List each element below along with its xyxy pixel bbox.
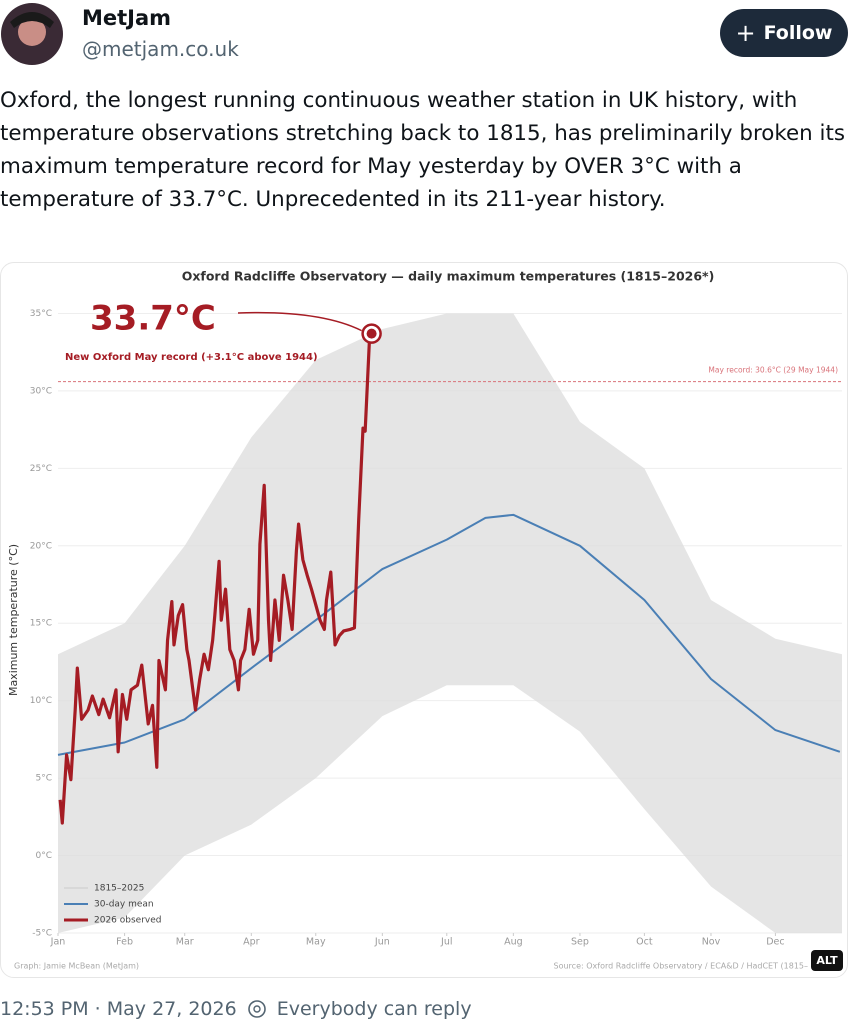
- y-tick-label: 0°C: [35, 851, 52, 861]
- x-tick-label: Apr: [243, 937, 260, 948]
- post-text: Oxford, the longest running continuous w…: [0, 88, 845, 212]
- x-tick-label: Nov: [702, 937, 721, 948]
- record-value: 33.7°C: [90, 299, 216, 339]
- author-handle[interactable]: @metjam.co.uk: [82, 37, 239, 61]
- historical-band: [58, 313, 842, 933]
- x-tick-label: Sep: [571, 937, 589, 948]
- reply-icon: [247, 1000, 266, 1018]
- record-point: [366, 328, 377, 339]
- x-tick-label: Aug: [504, 937, 523, 948]
- source: Source: Oxford Radcliffe Observatory / E…: [554, 962, 808, 971]
- x-tick-label: Dec: [766, 937, 784, 948]
- y-tick-label: 10°C: [30, 696, 52, 706]
- alt-badge[interactable]: [811, 950, 843, 971]
- credit: Graph: Jamie McBean (MetJam): [14, 962, 139, 971]
- y-tick-label: 30°C: [30, 386, 52, 396]
- record-note: New Oxford May record (+3.1°C above 1944…: [65, 352, 318, 363]
- timestamp[interactable]: 12:53 PM · May 27, 2026: [0, 998, 237, 1020]
- record-label: May record: 30.6°C (29 May 1944): [708, 366, 838, 375]
- author-name[interactable]: MetJam: [82, 6, 172, 30]
- y-tick-label: 5°C: [35, 774, 52, 784]
- x-tick-label: Jul: [440, 937, 452, 948]
- avatar[interactable]: [0, 2, 64, 66]
- y-axis-label: Maximum temperature (°C): [7, 544, 20, 696]
- follow-button[interactable]: + Follow: [720, 9, 848, 57]
- y-tick-label: -5°C: [32, 929, 52, 939]
- follow-label[interactable]: Follow: [763, 22, 833, 44]
- alt-label[interactable]: ALT: [816, 954, 838, 967]
- y-tick-label: 25°C: [30, 464, 52, 474]
- y-tick-label: 15°C: [30, 619, 52, 629]
- post-footer: 12:53 PM · May 27, 2026 Everybody can re…: [0, 998, 472, 1020]
- legend-label: 1815–2025: [94, 884, 144, 894]
- x-tick-label: Oct: [636, 937, 653, 948]
- x-tick-label: Jun: [374, 937, 390, 948]
- y-tick-label: 20°C: [30, 541, 52, 551]
- chart-title: Oxford Radcliffe Observatory — daily max…: [182, 269, 715, 284]
- legend-label: 2026 observed: [94, 916, 162, 926]
- y-tick-label: 35°C: [30, 309, 52, 319]
- annotation-arrow: [237, 311, 362, 332]
- legend-label: 30-day mean: [94, 900, 154, 910]
- x-tick-label: May: [306, 937, 326, 948]
- x-tick-label: Feb: [116, 937, 133, 948]
- x-tick-label: Jan: [50, 937, 66, 948]
- observed-line: [58, 333, 374, 825]
- reply-setting: Everybody can reply: [276, 998, 472, 1020]
- x-tick-label: Mar: [176, 937, 194, 948]
